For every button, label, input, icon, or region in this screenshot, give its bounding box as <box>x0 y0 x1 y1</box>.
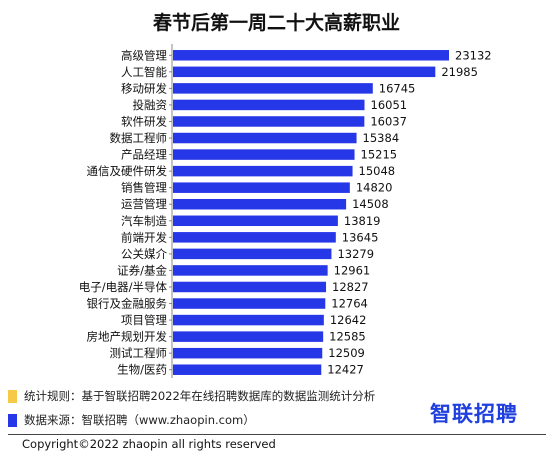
bar <box>173 331 324 342</box>
value-label: 15384 <box>363 131 400 145</box>
bar <box>173 116 365 127</box>
category-label: 测试工程师 <box>110 346 168 360</box>
value-label: 15215 <box>361 148 398 162</box>
category-label: 软件研发 <box>121 114 167 128</box>
value-label: 12427 <box>327 363 364 377</box>
bar <box>173 232 336 243</box>
value-label: 12585 <box>329 330 366 344</box>
value-label: 16037 <box>370 114 407 128</box>
value-label: 12827 <box>332 280 369 294</box>
category-label: 数据工程师 <box>110 131 168 145</box>
bar <box>173 215 338 227</box>
value-label: 23132 <box>455 48 492 62</box>
category-label: 产品经理 <box>121 148 167 162</box>
value-label: 16051 <box>371 98 408 112</box>
category-label: 销售管理 <box>121 181 167 195</box>
bar <box>173 165 353 177</box>
category-label: 运营管理 <box>121 197 167 211</box>
rule-note: 统计规则：基于智联招聘2022年在线招聘数据库的数据监测统计分析 <box>8 388 375 404</box>
bar <box>173 149 355 160</box>
bar <box>173 364 322 375</box>
bar <box>173 99 365 111</box>
bar <box>173 314 324 326</box>
bar <box>173 347 323 359</box>
bar <box>173 198 347 210</box>
category-label: 高级管理 <box>121 48 167 62</box>
category-label: 公关媒介 <box>121 247 167 261</box>
value-label: 13645 <box>342 230 379 244</box>
value-label: 13279 <box>337 247 374 261</box>
source-text: 数据来源：智联招聘（www.zhaopin.com） <box>24 413 255 427</box>
value-label: 13819 <box>344 214 381 228</box>
bar <box>173 248 332 260</box>
bar <box>173 265 328 276</box>
category-label: 移动研发 <box>121 81 167 95</box>
value-label: 14820 <box>356 181 393 195</box>
category-label: 银行及金融服务 <box>87 297 168 311</box>
rule-text: 统计规则：基于智联招聘2022年在线招聘数据库的数据监测统计分析 <box>24 389 376 403</box>
category-label: 房地产规划开发 <box>87 330 168 344</box>
category-label: 电子/电器/半导体 <box>79 280 168 294</box>
category-label: 通信及硬件研发 <box>87 164 168 178</box>
value-label: 12642 <box>330 313 367 327</box>
value-label: 15048 <box>359 164 396 178</box>
rule-swatch <box>8 389 17 403</box>
copyright-text: Copyright©2022 zhaopin all rights reserv… <box>22 437 276 451</box>
value-label: 12764 <box>331 297 368 311</box>
bar <box>173 132 357 144</box>
category-label: 汽车制造 <box>121 214 167 228</box>
value-label: 14508 <box>352 197 389 211</box>
bar-chart: 高级管理 23132 人工智能 21985 移动研发 16745 投融资 16051 软件研发 1… <box>79 44 492 378</box>
category-label: 投融资 <box>133 98 168 112</box>
zhaopin-logo: 智联招聘 <box>430 402 518 426</box>
bar <box>173 281 327 293</box>
category-label: 人工智能 <box>121 65 167 79</box>
bar <box>173 50 449 61</box>
bar <box>173 298 326 309</box>
value-label: 21985 <box>441 65 478 79</box>
value-label: 16745 <box>379 81 416 95</box>
bar <box>173 66 436 78</box>
footer-divider <box>8 434 546 435</box>
category-label: 生物/医药 <box>117 363 167 377</box>
source-note: 数据来源：智联招聘（www.zhaopin.com） <box>8 412 255 428</box>
source-swatch <box>8 413 17 427</box>
value-label: 12961 <box>334 263 371 277</box>
bar <box>173 83 373 94</box>
bar <box>173 182 350 193</box>
value-label: 12509 <box>328 346 365 360</box>
category-label: 前端开发 <box>121 230 167 244</box>
category-label: 证券/基金 <box>117 263 167 277</box>
chart-title: 春节后第一周二十大高薪职业 <box>152 12 400 34</box>
category-label: 项目管理 <box>121 313 167 327</box>
